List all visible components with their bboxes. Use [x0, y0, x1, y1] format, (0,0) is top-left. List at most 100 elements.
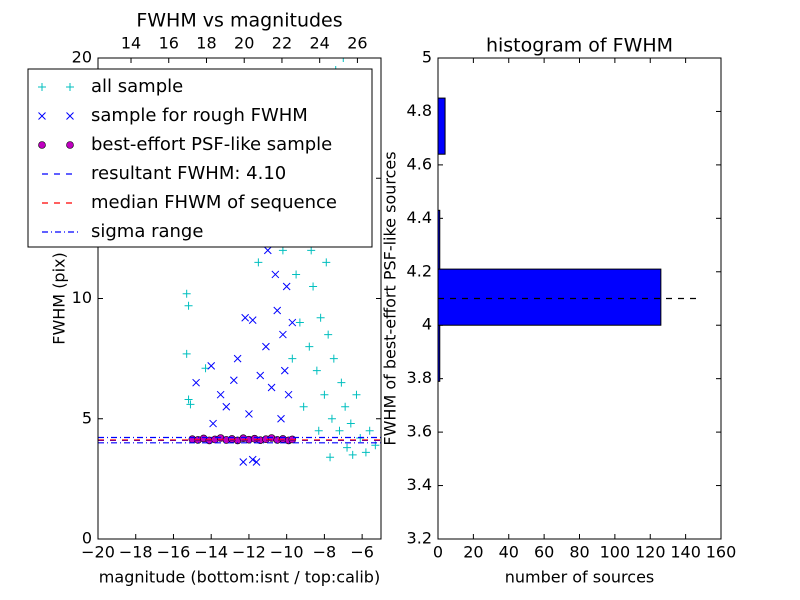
y-axis-label: FWHM of best-effort PSF-like sources	[381, 151, 400, 445]
x-tick-label: −10	[270, 543, 304, 562]
scatter-point	[254, 258, 263, 267]
x-tick-label: 0	[433, 543, 443, 562]
x-tick-label: 80	[569, 543, 589, 562]
y-tick-label: 5	[422, 48, 432, 67]
scatter-point	[184, 301, 193, 310]
scatter-point	[229, 376, 238, 385]
scatter-point	[292, 270, 301, 279]
scatter-point	[299, 402, 308, 411]
scatter-point	[316, 313, 325, 322]
y-axis-label: FWHM (pix)	[50, 252, 69, 345]
scatter-point	[248, 316, 257, 324]
x-tick-label: 160	[706, 543, 737, 562]
scatter-point	[248, 455, 257, 464]
histogram-bar	[437, 268, 662, 326]
scatter-point	[252, 458, 261, 466]
scatter-point	[361, 448, 370, 457]
scatter-point	[343, 443, 352, 452]
scatter-point	[309, 282, 318, 291]
x-tick-label: −18	[119, 543, 153, 562]
scatter-point	[267, 383, 276, 392]
scatter-point	[222, 402, 231, 411]
y-tick-label: 10	[72, 288, 92, 307]
scatter-point	[288, 318, 297, 327]
scatter-point	[279, 330, 287, 339]
plot-area	[98, 58, 381, 466]
scatter-point	[182, 289, 191, 298]
x-tick-label: 100	[600, 543, 631, 562]
legend-box	[27, 68, 373, 248]
scatter-point	[271, 270, 280, 279]
scatter-point	[192, 378, 200, 387]
scatter-point	[329, 354, 338, 363]
scatter-point	[245, 410, 253, 418]
scatter-point	[273, 306, 282, 315]
x2-tick-label: 24	[310, 34, 330, 53]
scatter-point	[186, 400, 195, 409]
scatter-point	[337, 378, 346, 387]
scatter-point	[327, 414, 336, 423]
scatter-point	[352, 390, 361, 399]
x-tick-label: −16	[157, 543, 191, 562]
scatter-point	[295, 318, 304, 327]
legend-swatch	[38, 112, 46, 120]
x-axis-label: magnitude (bottom:isnt / top:calib)	[99, 568, 380, 587]
y-tick-label: 4.6	[407, 154, 432, 173]
chart-title: FWHM vs magnitudes	[136, 10, 342, 32]
scatter-point	[278, 246, 287, 255]
scatter-point	[284, 390, 293, 399]
x2-tick-label: 26	[347, 34, 367, 53]
scatter-point	[326, 453, 335, 462]
legend-label: sigma range	[91, 221, 203, 242]
scatter-point	[305, 342, 314, 351]
y-tick-label: 20	[72, 48, 92, 67]
scatter-point	[307, 246, 316, 255]
y-tick-label: 4.2	[407, 261, 432, 280]
x-tick-label: 20	[463, 543, 483, 562]
y-tick-label: 4.4	[407, 208, 432, 227]
legend-swatch	[66, 83, 74, 91]
x-axis-label: number of sources	[505, 568, 655, 587]
scatter-point	[262, 342, 270, 351]
scatter-point	[365, 426, 374, 435]
legend-label: sample for rough FWHM	[91, 105, 308, 126]
x-tick-label: 140	[670, 543, 701, 562]
scatter-point	[239, 458, 248, 466]
x2-tick-label: 20	[234, 34, 254, 53]
legend-label: resultant FWHM: 4.10	[91, 163, 286, 184]
scatter-point	[339, 58, 348, 62]
axes-frame	[437, 57, 722, 540]
legend-swatch	[38, 83, 46, 91]
scatter-point	[348, 450, 357, 459]
x2-tick-label: 22	[272, 34, 292, 53]
y-tick-label: 4.8	[407, 101, 432, 120]
legend-swatch	[38, 141, 46, 149]
scatter-point	[346, 419, 355, 428]
scatter-point	[288, 354, 297, 363]
x-tick-label: −8	[313, 543, 337, 562]
x2-tick-label: 16	[159, 34, 179, 53]
scatter-point	[335, 426, 344, 435]
scatter-point	[241, 313, 250, 322]
legend-label: all sample	[91, 76, 183, 97]
x-tick-label: −6	[350, 543, 374, 562]
scatter-point	[324, 330, 333, 339]
legend-label: best-effort PSF-like sample	[91, 134, 332, 155]
x-tick-label: −12	[232, 543, 266, 562]
x2-tick-label: 18	[196, 34, 216, 53]
scatter-point	[314, 426, 323, 435]
y-tick-label: 5	[82, 408, 92, 427]
scatter-point	[322, 258, 331, 267]
legend-swatch	[66, 112, 74, 120]
scatter-point	[209, 419, 217, 428]
y-tick-label: 3.4	[407, 475, 432, 494]
axes-frame	[97, 57, 382, 540]
x-tick-label: −20	[81, 543, 115, 562]
scatter-point	[312, 366, 321, 375]
scatter-point	[282, 282, 291, 291]
x2-tick-label: 14	[121, 34, 141, 53]
scatter-point	[277, 414, 285, 423]
scatter-point	[263, 246, 272, 255]
x-tick-label: 40	[499, 543, 519, 562]
